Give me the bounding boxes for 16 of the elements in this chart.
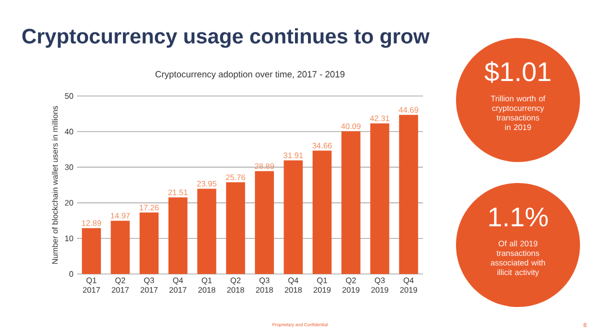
bar bbox=[140, 212, 159, 274]
text: $1.01 bbox=[484, 61, 550, 83]
bar bbox=[370, 123, 390, 274]
bar bbox=[82, 228, 101, 274]
bar bbox=[110, 220, 130, 274]
bar bbox=[168, 197, 188, 274]
bar bbox=[254, 171, 274, 274]
bar bbox=[284, 160, 303, 274]
bar bbox=[312, 150, 332, 274]
bar bbox=[399, 114, 418, 274]
bar bbox=[197, 188, 216, 274]
chart-subtitle: Cryptocurrency adoption over time, 2017 - 2019 bbox=[156, 70, 344, 80]
chart-title: Cryptocurrency usage continues to grow bbox=[22, 28, 430, 48]
text: 1.1% bbox=[489, 208, 548, 226]
bar bbox=[341, 131, 360, 274]
bar bbox=[226, 182, 246, 274]
